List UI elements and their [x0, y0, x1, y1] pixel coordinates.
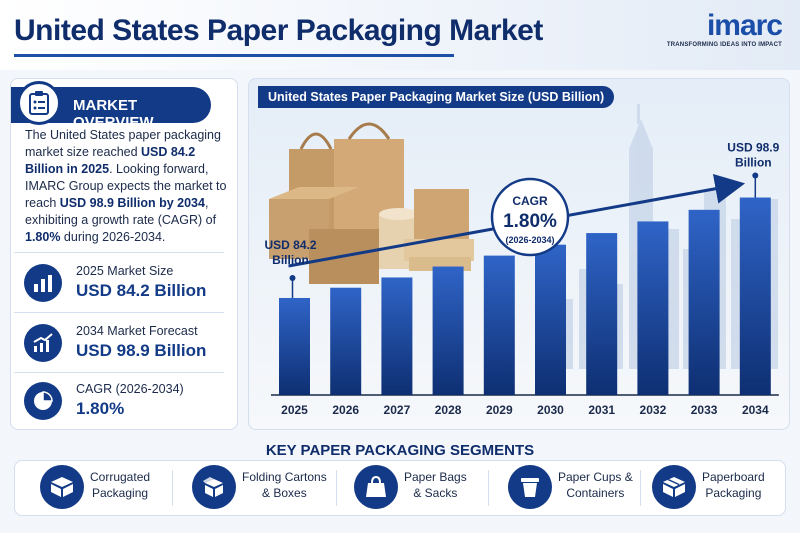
segment-divider: [488, 470, 489, 506]
stat-divider: [14, 372, 224, 373]
bar-2032: [637, 221, 669, 395]
x-tick-label: 2026: [332, 403, 359, 417]
segment-corrugated-packaging: Corrugated Packaging: [40, 461, 180, 515]
x-tick-label: 2029: [486, 403, 513, 417]
stat-value: USD 98.9 Billion: [76, 341, 207, 360]
pie-chart-icon: [24, 382, 62, 420]
segment-label: Paperboard Packaging: [702, 470, 765, 500]
bar-2027: [381, 277, 413, 395]
packaging-products-illustration: [269, 122, 474, 284]
segment-label: Folding Cartons & Boxes: [242, 470, 327, 500]
bar-chart: 2025 2026 2027 2028 2029 2030 2031 2032 2033 2034…: [264, 141, 779, 417]
paper-bag-icon: [354, 465, 398, 509]
clipboard-icon: [17, 81, 61, 125]
end-value-label-unit: Billion: [735, 156, 772, 170]
cagr-period: (2026-2034): [505, 235, 554, 245]
x-tick-label: 2028: [435, 403, 462, 417]
stat-value: 1.80%: [76, 399, 125, 418]
chart-title: United States Paper Packaging Market Siz…: [258, 86, 615, 108]
segment-paperboard-packaging: Paperboard Packaging: [652, 461, 782, 515]
segment-divider: [336, 470, 337, 506]
stat-label: 2034 Market Forecast: [76, 324, 198, 338]
x-tick-label: 2031: [588, 403, 615, 417]
x-tick-label: 2033: [691, 403, 718, 417]
market-overview-panel: MARKET OVERVIEW The United States paper …: [10, 78, 238, 430]
page-title: United States Paper Packaging Market: [14, 14, 543, 47]
bar-2031: [586, 233, 618, 395]
cagr-label: CAGR: [512, 194, 548, 208]
segment-paper-bags: Paper Bags & Sacks: [354, 461, 484, 515]
stat-label: CAGR (2026-2034): [76, 382, 184, 396]
segment-divider: [640, 470, 641, 506]
stat-divider: [14, 312, 224, 313]
trend-chart-icon: [24, 324, 62, 362]
end-value-label: USD 98.9: [727, 141, 779, 155]
segment-paper-cups: Paper Cups & Containers: [508, 461, 648, 515]
imarc-logo: imarc TRANSFORMING IDEAS INTO IMPACT: [666, 9, 783, 49]
bar-2034: [739, 197, 771, 395]
cagr-badge: CAGR 1.80% (2026-2034): [490, 177, 570, 257]
overview-heading: MARKET OVERVIEW: [73, 97, 154, 131]
segment-folding-cartons: Folding Cartons & Boxes: [192, 461, 332, 515]
x-tick-label: 2027: [384, 403, 411, 417]
segment-label: Paper Bags & Sacks: [404, 470, 467, 500]
x-tick-label: 2025: [281, 403, 308, 417]
segment-divider: [172, 470, 173, 506]
segment-label: Paper Cups & Containers: [558, 470, 633, 500]
bar-2029: [483, 255, 515, 395]
segments-title: KEY PAPER PACKAGING SEGMENTS: [265, 442, 535, 459]
bar-2025: [279, 297, 310, 395]
stat-divider: [14, 252, 224, 253]
logo-word: imarc: [706, 9, 783, 42]
end-pin-dot: [752, 172, 759, 179]
bar-2028: [432, 266, 464, 395]
header: United States Paper Packaging Market ima…: [0, 0, 800, 70]
title-underline: [14, 54, 454, 57]
stat-cagr: CAGR (2026-2034) 1.80%: [10, 374, 238, 428]
stat-2025-market-size: 2025 Market Size USD 84.2 Billion: [10, 256, 238, 310]
paper-cup-icon: [508, 465, 552, 509]
logo-tagline: TRANSFORMING IDEAS INTO IMPACT: [666, 42, 782, 48]
paperboard-box-icon: [652, 465, 696, 509]
corrugated-box-icon: [40, 465, 84, 509]
start-value-label: USD 84.2: [264, 238, 316, 252]
folding-carton-icon: [192, 465, 236, 509]
stat-value: USD 84.2 Billion: [76, 281, 207, 300]
stat-2034-market-forecast: 2034 Market Forecast USD 98.9 Billion: [10, 316, 238, 370]
bar-chart-icon: [24, 264, 62, 302]
start-value-label-unit: Billion: [272, 253, 309, 267]
x-tick-label: 2030: [537, 403, 564, 417]
bar-2026: [330, 287, 362, 395]
bar-2033: [688, 209, 720, 395]
x-tick-label: 2032: [640, 403, 667, 417]
bar-2030: [535, 244, 566, 395]
stat-label: 2025 Market Size: [76, 264, 174, 278]
cagr-value: 1.80%: [503, 211, 557, 232]
overview-paragraph: The United States paper packaging market…: [25, 128, 227, 244]
x-tick-label: 2034: [742, 403, 769, 417]
start-pin-dot: [289, 274, 296, 281]
chart-panel: 2025 2026 2027 2028 2029 2030 2031 2032 2033 2034…: [248, 78, 790, 430]
segment-label: Corrugated Packaging: [90, 470, 151, 500]
